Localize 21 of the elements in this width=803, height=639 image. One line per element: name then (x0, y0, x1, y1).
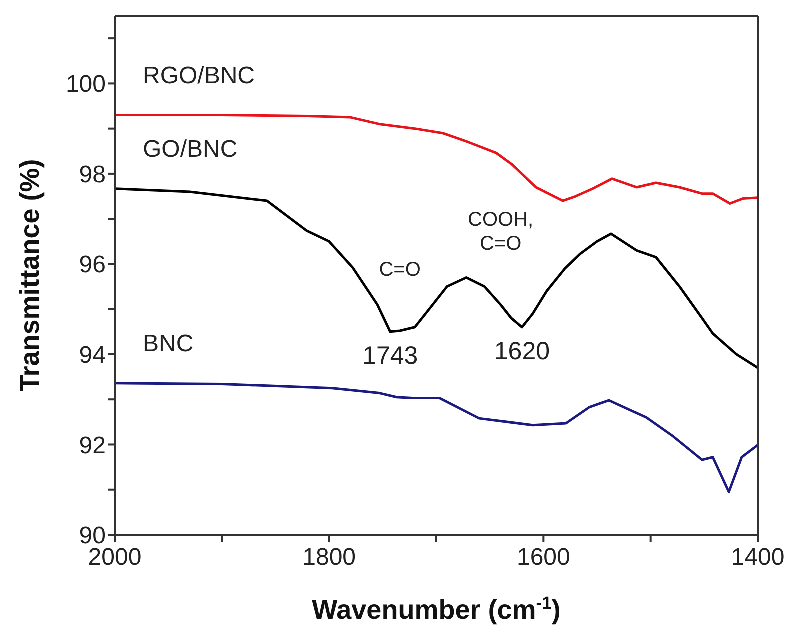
x-tick-label: 1400 (731, 544, 785, 572)
annotation: 1620 (494, 337, 550, 366)
line-series (115, 188, 758, 370)
y-tick-label: 96 (79, 252, 106, 279)
y-axis-title: Transmittance (%) (15, 159, 45, 392)
y-tick-label: 98 (79, 161, 106, 188)
x-tick-label: 2000 (88, 544, 142, 572)
x-tick-label: 1800 (302, 544, 356, 572)
y-tick-label: 92 (79, 432, 106, 460)
annotation: 1743 (362, 342, 418, 370)
line-series (115, 382, 758, 494)
annotation: COOH, C=O (468, 208, 534, 255)
y-tick-label: 100 (66, 71, 106, 98)
series-label: GO/BNC (143, 136, 238, 163)
series-label: BNC (143, 330, 194, 358)
x-tick-label: 1600 (516, 544, 570, 572)
y-tick-label: 94 (79, 342, 106, 369)
annotation: C=O (379, 259, 421, 282)
x-axis-title: Wavenumber (cm$^{-1}$) (312, 593, 561, 625)
series-label: RGO/BNC (143, 62, 256, 90)
line-series (115, 114, 758, 205)
